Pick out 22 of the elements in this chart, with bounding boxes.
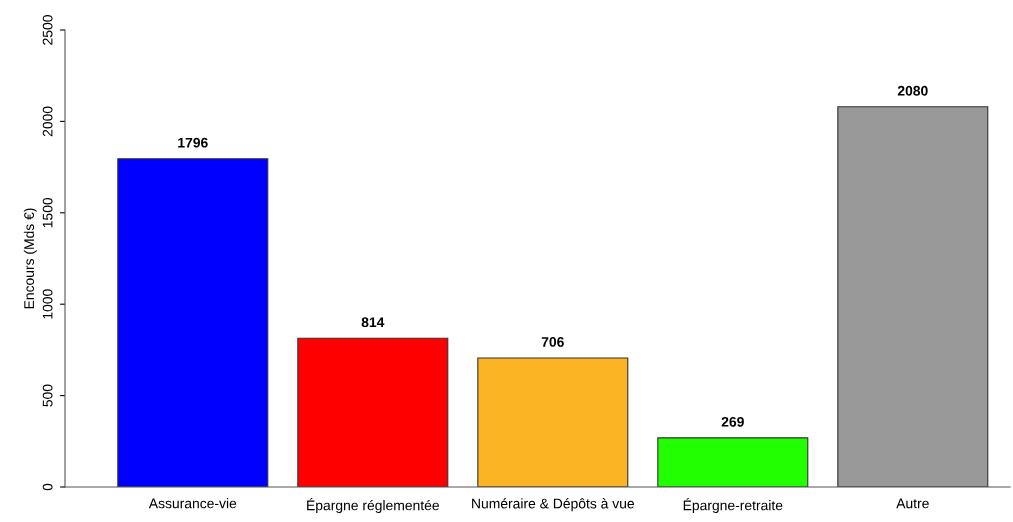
x-tick-label: Épargne-retraite <box>683 498 783 514</box>
bar <box>837 106 989 487</box>
y-axis-title: Encours (Mds €) <box>23 208 37 309</box>
data-label: 2080 <box>897 85 928 96</box>
x-tick-label: Épargne réglementée <box>307 498 439 514</box>
bar <box>297 337 449 487</box>
y-tick-label: 1000 <box>42 289 53 319</box>
x-tick-label: Numéraire & Dépôts à vue <box>472 498 635 512</box>
data-label: 269 <box>721 416 744 427</box>
bar <box>477 357 629 487</box>
x-tick-label: Autre <box>896 498 929 509</box>
data-label: 1796 <box>178 137 208 148</box>
y-tick-label: 2500 <box>42 15 53 45</box>
bar <box>657 437 809 487</box>
y-tick-label: 0 <box>42 483 53 491</box>
bar <box>117 158 269 487</box>
y-tick-label: 500 <box>42 384 53 407</box>
data-label: 814 <box>361 317 385 328</box>
data-label: 706 <box>541 337 564 347</box>
y-tick-label: 1500 <box>42 197 53 228</box>
x-tick-label: Assurance-vie <box>148 498 237 509</box>
y-tick-label: 2000 <box>42 106 53 137</box>
